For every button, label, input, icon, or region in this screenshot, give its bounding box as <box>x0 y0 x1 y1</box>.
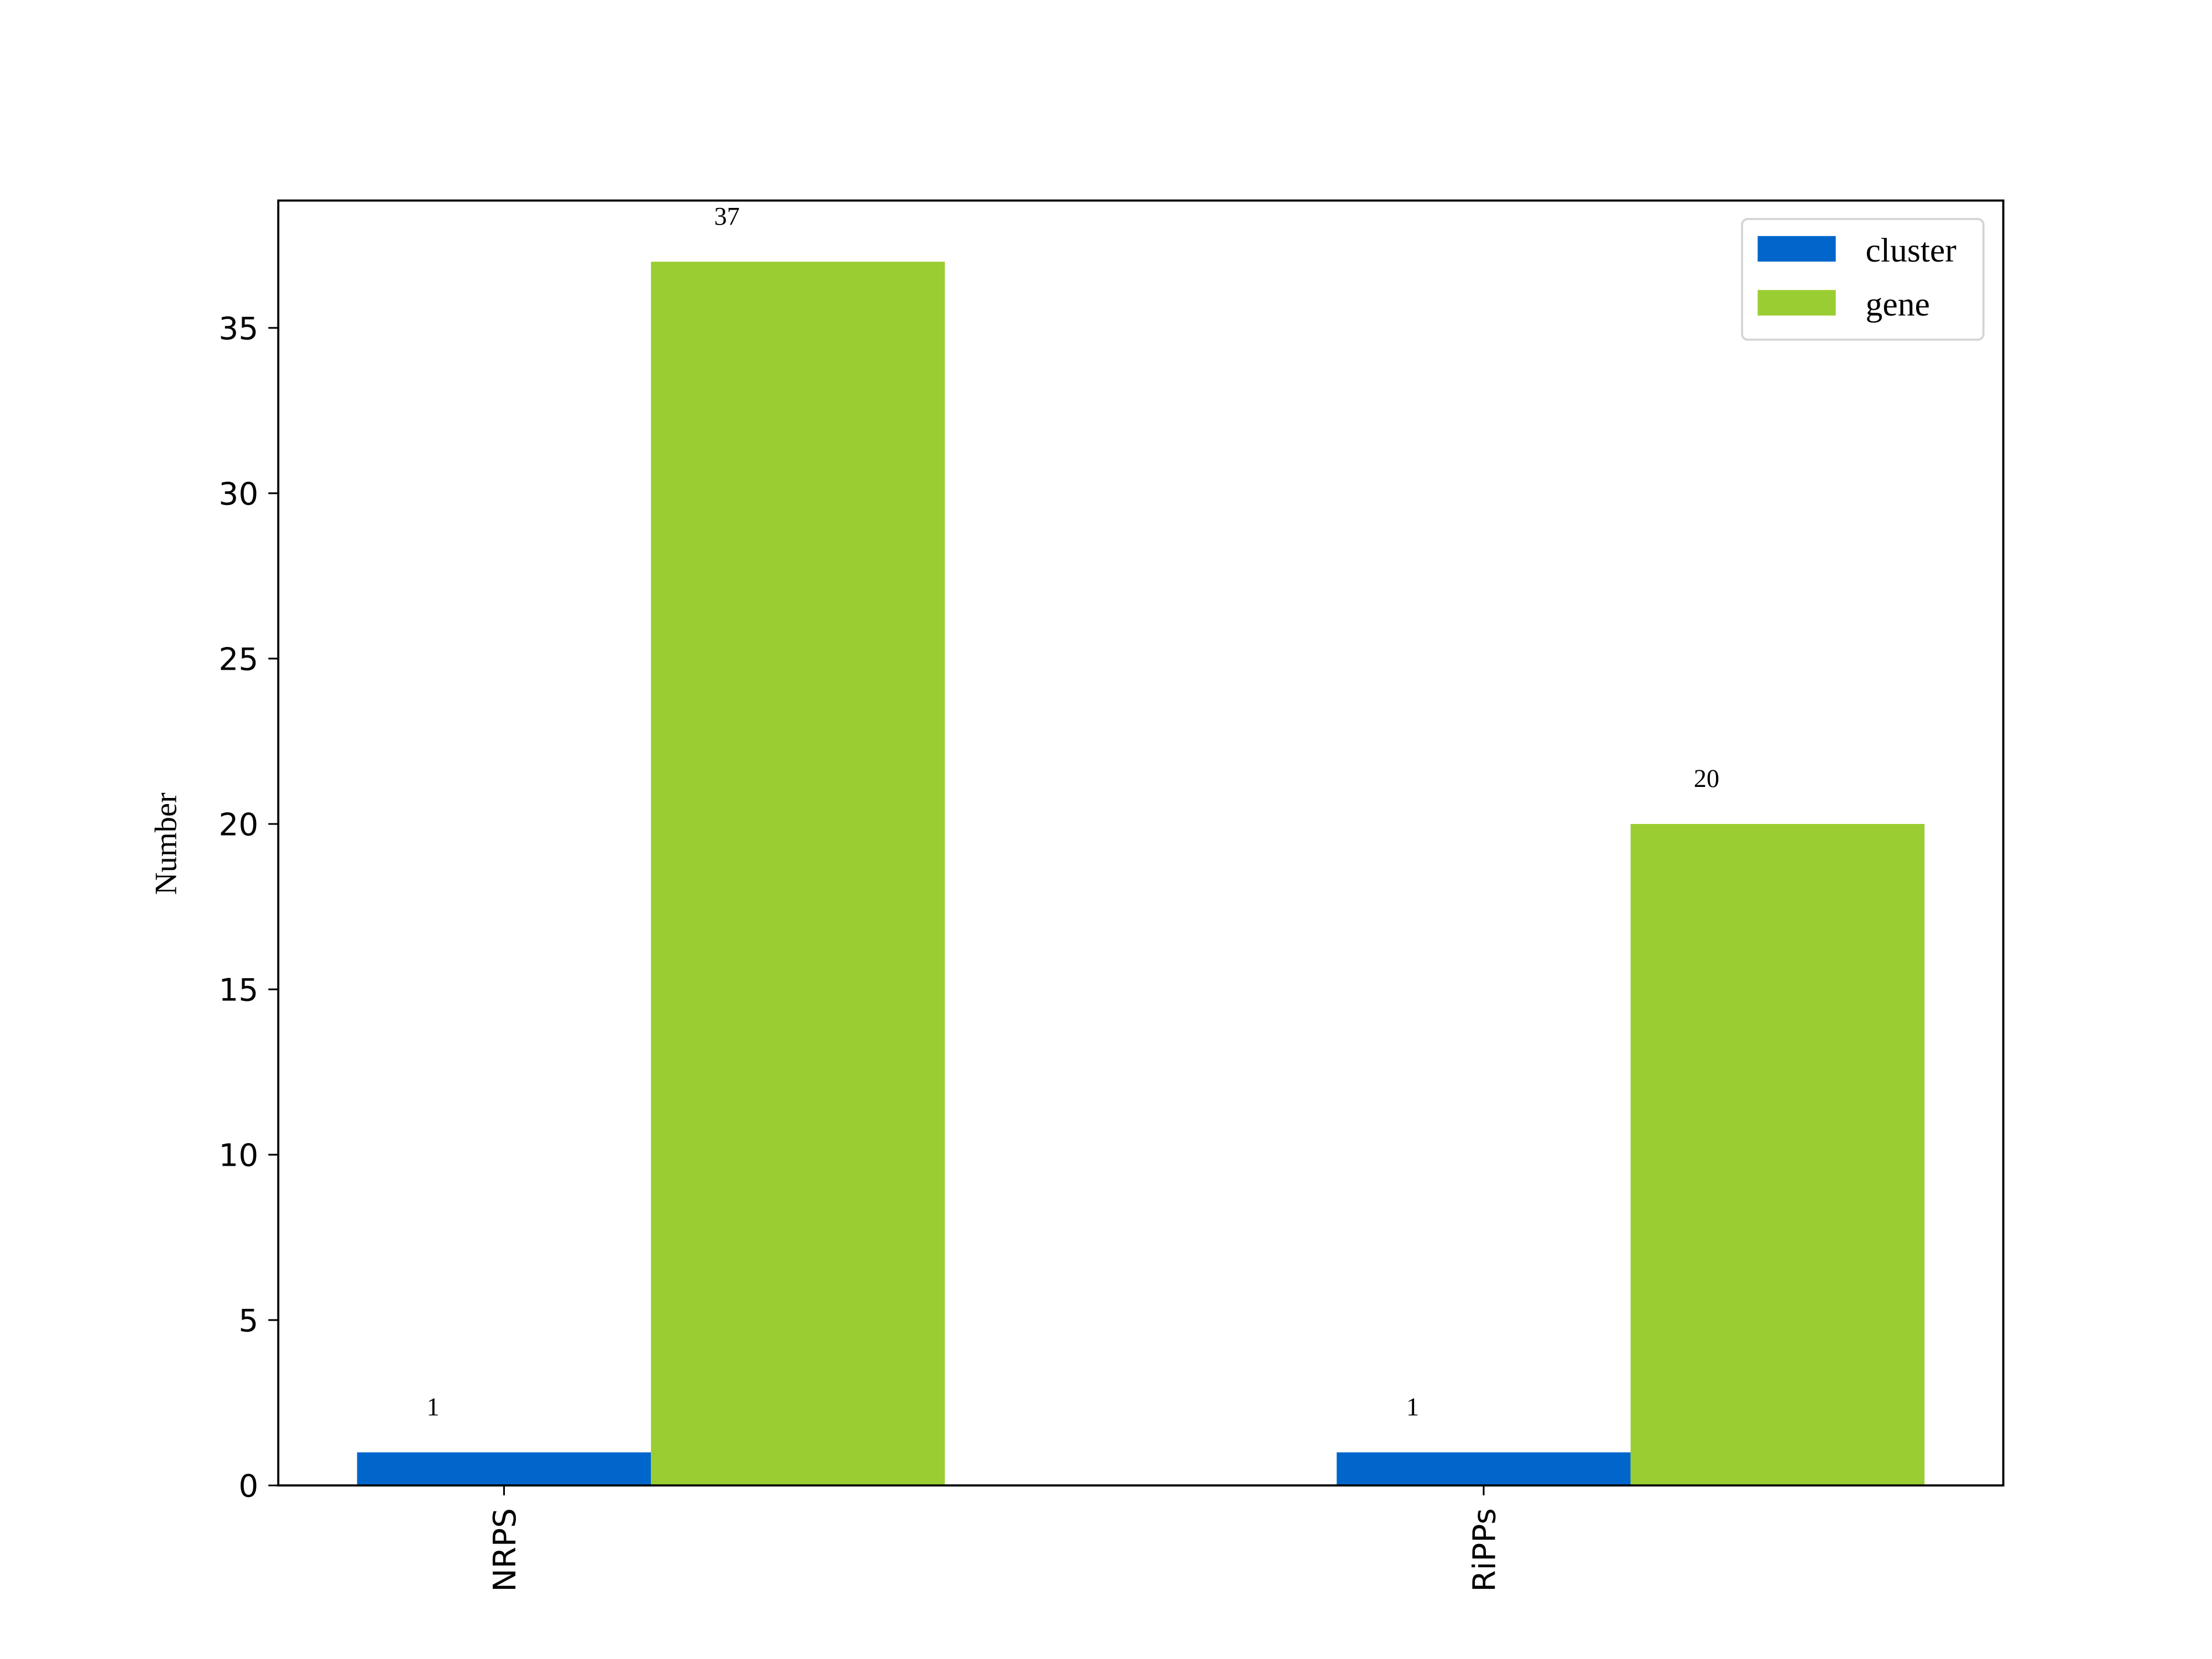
legend-swatch-gene <box>1757 290 1836 316</box>
bar-cluster-RiPPs <box>1337 1452 1631 1486</box>
plot-frame <box>277 199 2005 1487</box>
data-label: 37 <box>714 202 739 231</box>
y-tick-label: 35 <box>218 311 258 347</box>
data-label: 1 <box>427 1393 440 1421</box>
bar-gene-RiPPs <box>1630 824 1925 1486</box>
y-tick-label: 30 <box>218 476 258 512</box>
legend: cluster gene <box>1741 218 1985 341</box>
y-tick-label: 0 <box>238 1469 258 1505</box>
x-tick-label: NRPS <box>487 1508 523 1592</box>
y-tick-label: 25 <box>218 642 258 678</box>
x-tick-label: RiPPs <box>1467 1508 1503 1592</box>
bar-gene-NRPS <box>651 262 945 1486</box>
y-tick-label: 5 <box>238 1303 258 1339</box>
data-label: 1 <box>1406 1393 1419 1421</box>
data-label: 20 <box>1694 764 1719 792</box>
legend-swatch-cluster <box>1757 236 1836 262</box>
y-tick-label: 10 <box>218 1138 258 1174</box>
y-axis-label: Number <box>149 792 183 895</box>
y-tick-label: 15 <box>218 973 258 1009</box>
legend-label-cluster: cluster <box>1866 232 1957 269</box>
y-tick-label: 20 <box>218 807 258 843</box>
bar-cluster-NRPS <box>357 1452 651 1486</box>
legend-label-gene: gene <box>1866 286 1930 324</box>
